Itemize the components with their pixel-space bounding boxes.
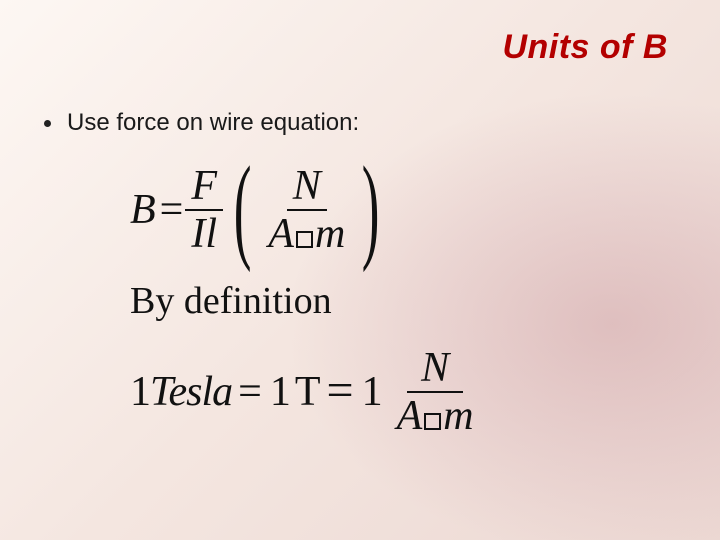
unit-A-2: A xyxy=(397,393,423,439)
number-1a: 1 xyxy=(130,369,150,415)
equals-sign-1: = xyxy=(238,368,262,416)
bullet-item: Use force on wire equation: xyxy=(44,109,680,137)
symbol-B: B xyxy=(130,186,156,234)
denominator-A-box-m: Am xyxy=(262,211,351,255)
denominator-A-box-m-2: Am xyxy=(393,393,478,437)
numerator-N: N xyxy=(287,165,327,211)
equation-tesla-definition: 1Tesla = 1T = 1 N Am xyxy=(130,347,680,437)
one-T: 1T xyxy=(268,368,321,416)
bullet-text: Use force on wire equation: xyxy=(67,109,359,137)
numerator-N-2: N xyxy=(407,347,463,393)
unit-m-2: m xyxy=(443,393,473,439)
equals-sign-2: = xyxy=(327,363,354,418)
fraction-N-over-Am-2: N Am xyxy=(393,347,478,437)
denominator-Il: Il xyxy=(185,211,223,255)
left-paren-icon: ( xyxy=(234,167,252,250)
fraction-N-over-Am: N Am xyxy=(262,165,351,255)
formula-area: B = F Il ( N Am ) By definition 1Tesla =… xyxy=(130,165,680,437)
tesla-lead: 1Tesla xyxy=(130,368,232,416)
unit-tesla-word: Tesla xyxy=(150,369,232,415)
right-paren-icon: ) xyxy=(362,167,380,250)
number-1c: 1 xyxy=(362,368,383,416)
unknown-box-icon-2 xyxy=(424,413,441,430)
equation-b-definition: B = F Il ( N Am ) xyxy=(130,165,680,255)
by-definition-label: By definition xyxy=(130,279,680,323)
numerator-F: F xyxy=(185,165,223,211)
number-1b: 1 xyxy=(270,369,291,415)
unit-A: A xyxy=(268,211,294,257)
unknown-box-icon xyxy=(296,231,313,248)
bullet-dot-icon xyxy=(44,120,51,127)
unit-m: m xyxy=(315,211,345,257)
equals-sign: = xyxy=(160,186,184,234)
page-title: Units of B xyxy=(40,28,680,67)
slide: Units of B Use force on wire equation: B… xyxy=(0,0,720,540)
unit-T: T xyxy=(295,369,321,415)
fraction-F-over-Il: F Il xyxy=(185,165,223,255)
